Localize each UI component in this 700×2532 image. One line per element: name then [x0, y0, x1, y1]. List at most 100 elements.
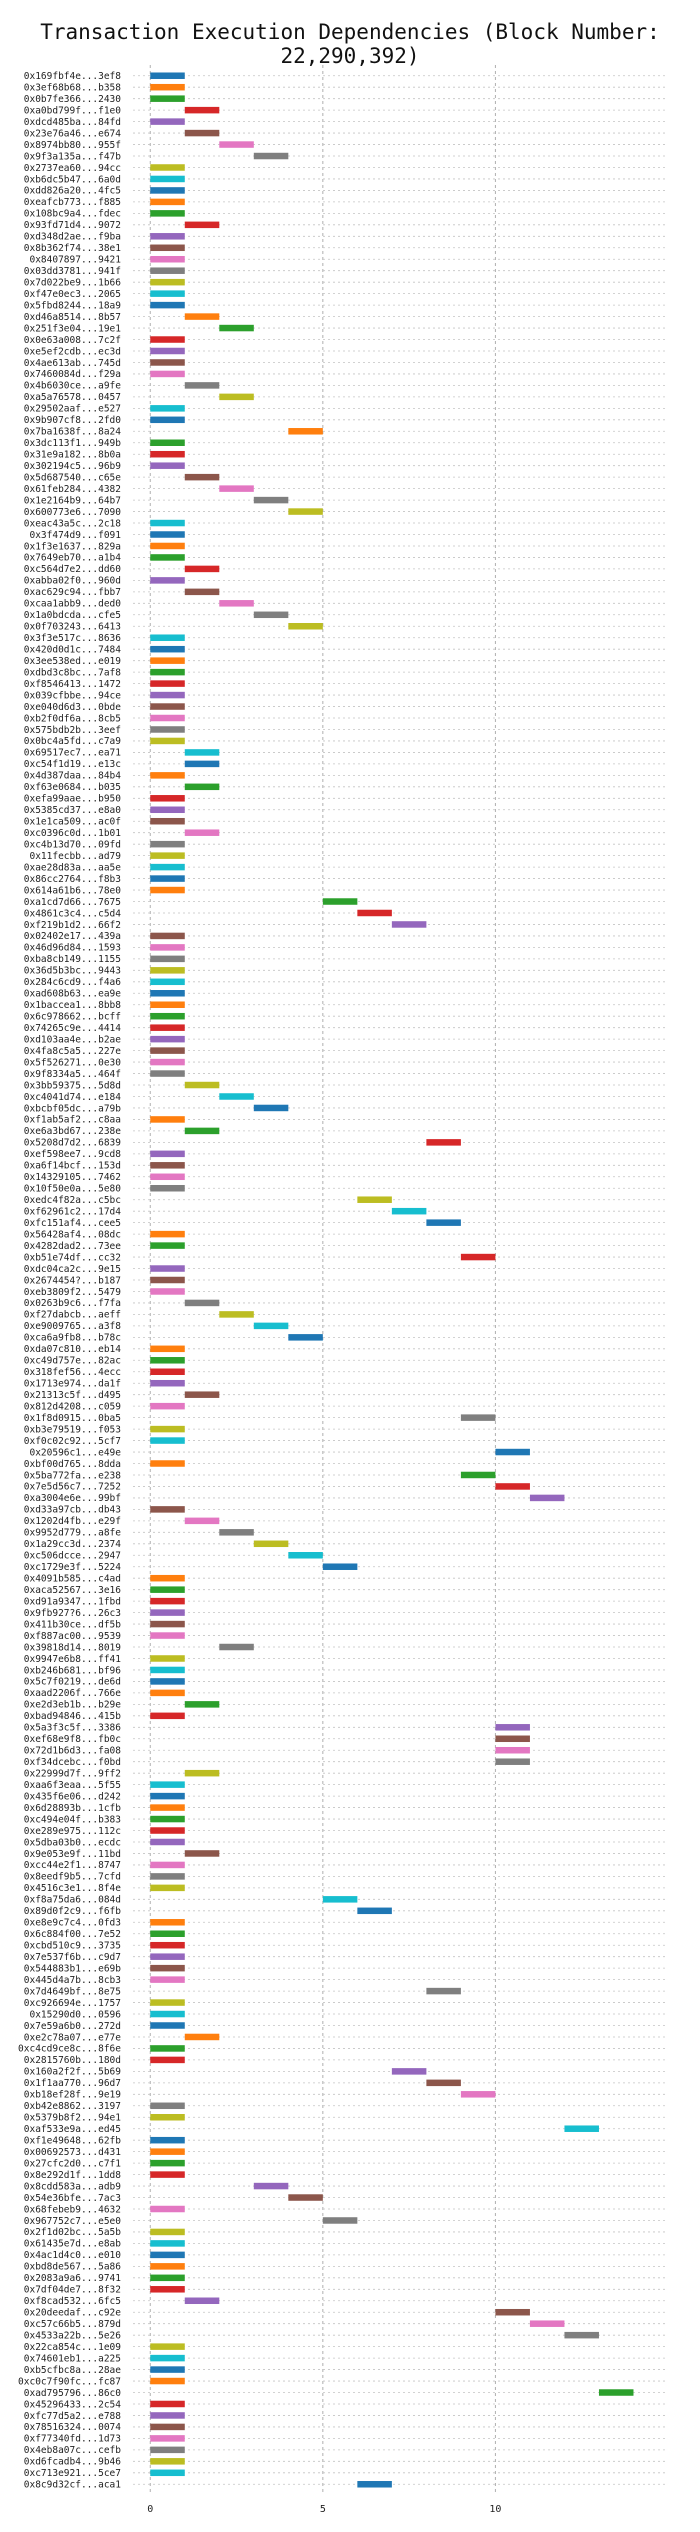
y-tick-label: 0x445d4a7b...8cb3: [24, 1975, 121, 1986]
y-tick-label: 0x74265c9e...4414: [24, 1023, 122, 1034]
transaction-bar: [460, 1414, 496, 1421]
y-tick-label: 0x20deedaf...c92e: [24, 2308, 122, 2319]
transaction-bar: [150, 1047, 185, 1054]
y-tick-label: 0x1a0bdcda...cfe5: [24, 610, 121, 621]
y-tick-label: 0x11fecbb...ad79: [29, 851, 121, 862]
transaction-bar: [150, 657, 185, 664]
y-tick-label: 0x22ca854c...1e09: [24, 2342, 122, 2353]
y-tick-label: 0x4d387daa...84b4: [24, 771, 122, 782]
y-tick-label: 0x89d0f2c9...f6fb: [24, 1906, 122, 1917]
y-tick-label: 0xc54f1d19...e13c: [24, 759, 121, 770]
y-tick-label: 0x86cc2764...f8b3: [24, 874, 121, 885]
y-tick-label: 0x1f3e1637...829a: [24, 541, 121, 552]
y-tick-label: 0x3f474d9...f091: [29, 530, 121, 541]
transaction-bar: [357, 909, 392, 917]
y-tick-label: 0x7d022be9...1b66: [24, 277, 122, 288]
transaction-bar: [184, 749, 220, 756]
y-tick-label: 0x7649eb70...a1b4: [24, 553, 122, 564]
y-tick-label: 0x575bdb2b...3eef: [24, 725, 121, 736]
y-tick-label: 0xc0c7f90fc...fc87: [18, 2376, 121, 2387]
transaction-bar: [460, 1253, 496, 1261]
transaction-bar: [150, 416, 185, 424]
y-tick-label: 0x7df04de7...8f32: [24, 2285, 121, 2296]
y-tick-label: 0xae28d83a...aa5e: [24, 862, 122, 873]
y-tick-label: 0x8e292d1f...1dd8: [24, 2170, 122, 2181]
transaction-bar: [150, 1930, 185, 1937]
transaction-bar: [150, 2240, 185, 2247]
y-tick-label: 0x2674454?...b187: [24, 1275, 121, 1286]
y-tick-label: 0x68febeb9...4632: [24, 2204, 121, 2215]
transaction-bar: [460, 1471, 496, 1479]
transaction-bar: [219, 485, 254, 492]
y-tick-label: 0x3bb59375...5d8d: [24, 1080, 121, 1091]
y-tick-label: 0xaad2206f...766e: [24, 1688, 122, 1699]
transaction-bar: [150, 198, 185, 206]
transaction-bar: [150, 1288, 185, 1295]
transaction-bar: [150, 1919, 185, 1926]
transaction-bar: [184, 2297, 220, 2305]
y-tick-label: 0x302194c5...96b9: [24, 461, 122, 472]
y-tick-label: 0x2083a9a6...9741: [24, 2273, 122, 2284]
transaction-bar: [357, 1196, 392, 1203]
y-tick-label: 0x5a3f3c5f...3386: [24, 1723, 122, 1734]
transaction-bar: [150, 1357, 185, 1364]
transaction-bar: [150, 2412, 185, 2419]
y-tick-label: 0xba8cb149...1155: [24, 954, 121, 965]
transaction-bar: [150, 2228, 185, 2236]
transaction-bar: [426, 1139, 461, 1146]
y-tick-label: 0x5379b8f2...94e1: [24, 2113, 122, 2124]
y-tick-label: 0x2f1d02bc...5a5b: [24, 2227, 122, 2238]
y-tick-label: 0x61435e7d...e8ab: [24, 2239, 122, 2250]
transaction-bar: [150, 691, 185, 699]
transaction-bar: [184, 1701, 220, 1708]
transaction-bar: [219, 324, 254, 332]
y-tick-label: 0xf47e0ec3...2065: [24, 289, 121, 300]
y-tick-label: 0x4516c3e1...8f4e: [24, 1883, 122, 1894]
y-tick-label: 0x5c7f0219...de6d: [24, 1677, 121, 1688]
y-tick-label: 0x7e537f6b...c9d7: [24, 1952, 121, 1963]
transaction-bar: [150, 531, 185, 538]
transaction-bar: [184, 106, 220, 114]
y-tick-label: 0xf63e0684...b035: [24, 782, 121, 793]
y-tick-label: 0x0bc4a5fd...c7a9: [24, 736, 122, 747]
y-tick-label: 0xd103aa4e...b2ae: [24, 1034, 122, 1045]
y-tick-label: 0x9b907cf8...2fd0: [24, 415, 122, 426]
transaction-bar: [150, 1035, 185, 1043]
y-tick-label: 0x27cfc2d0...c7f1: [24, 2158, 122, 2169]
transaction-bar: [184, 1517, 220, 1525]
y-tick-label: 0xdd826a20...4fc5: [24, 186, 121, 197]
transaction-bar: [391, 921, 427, 928]
transaction-bar: [184, 1299, 220, 1307]
transaction-bar: [150, 634, 185, 641]
transaction-bar: [150, 1678, 185, 1685]
transaction-bar: [288, 1334, 323, 1341]
y-tick-label: 0xb3e79519...f053: [24, 1424, 121, 1435]
y-tick-label: 0x7460084d...f29a: [24, 369, 121, 380]
transaction-bar: [150, 72, 185, 79]
y-tick-label: 0xe2c78a07...e77e: [24, 2032, 122, 2043]
y-tick-label: 0xe5ef2cdb...ec3d: [24, 346, 121, 357]
y-tick-label: 0x74601eb1...a225: [24, 2353, 121, 2364]
y-tick-label: 0x0263b9c6...f7fa: [24, 1298, 121, 1309]
transaction-bar: [529, 1494, 565, 1502]
transaction-bar: [150, 519, 185, 527]
transaction-bar: [150, 2274, 185, 2282]
y-tick-label: 0x29502aaf...e527: [24, 404, 121, 415]
y-tick-label: 0xcc44e2f1...8747: [24, 1860, 121, 1871]
transaction-bar: [253, 152, 289, 160]
y-tick-label: 0x9f3a135a...f47b: [24, 151, 122, 162]
transaction-bar: [150, 1506, 185, 1513]
transaction-bar: [150, 668, 185, 676]
y-tick-label: 0xb42e8862...3197: [24, 2101, 121, 2112]
transaction-bar: [150, 1265, 185, 1272]
y-tick-label: 0x61feb284...4382: [24, 484, 121, 495]
y-tick-label: 0x5385cd37...e8a0: [24, 805, 122, 816]
transaction-bar: [150, 278, 185, 286]
y-tick-label: 0x8cdd583a...adb9: [24, 2181, 122, 2192]
y-tick-label: 0x5208d7d2...6839: [24, 1138, 122, 1149]
transaction-bar: [150, 2159, 185, 2167]
transaction-bar: [184, 829, 220, 836]
transaction-bar: [357, 2481, 392, 2488]
y-tick-label: 0x284c6cd9...f4a6: [24, 977, 122, 988]
y-tick-label: 0x4fa8c5a5...227e: [24, 1046, 122, 1057]
